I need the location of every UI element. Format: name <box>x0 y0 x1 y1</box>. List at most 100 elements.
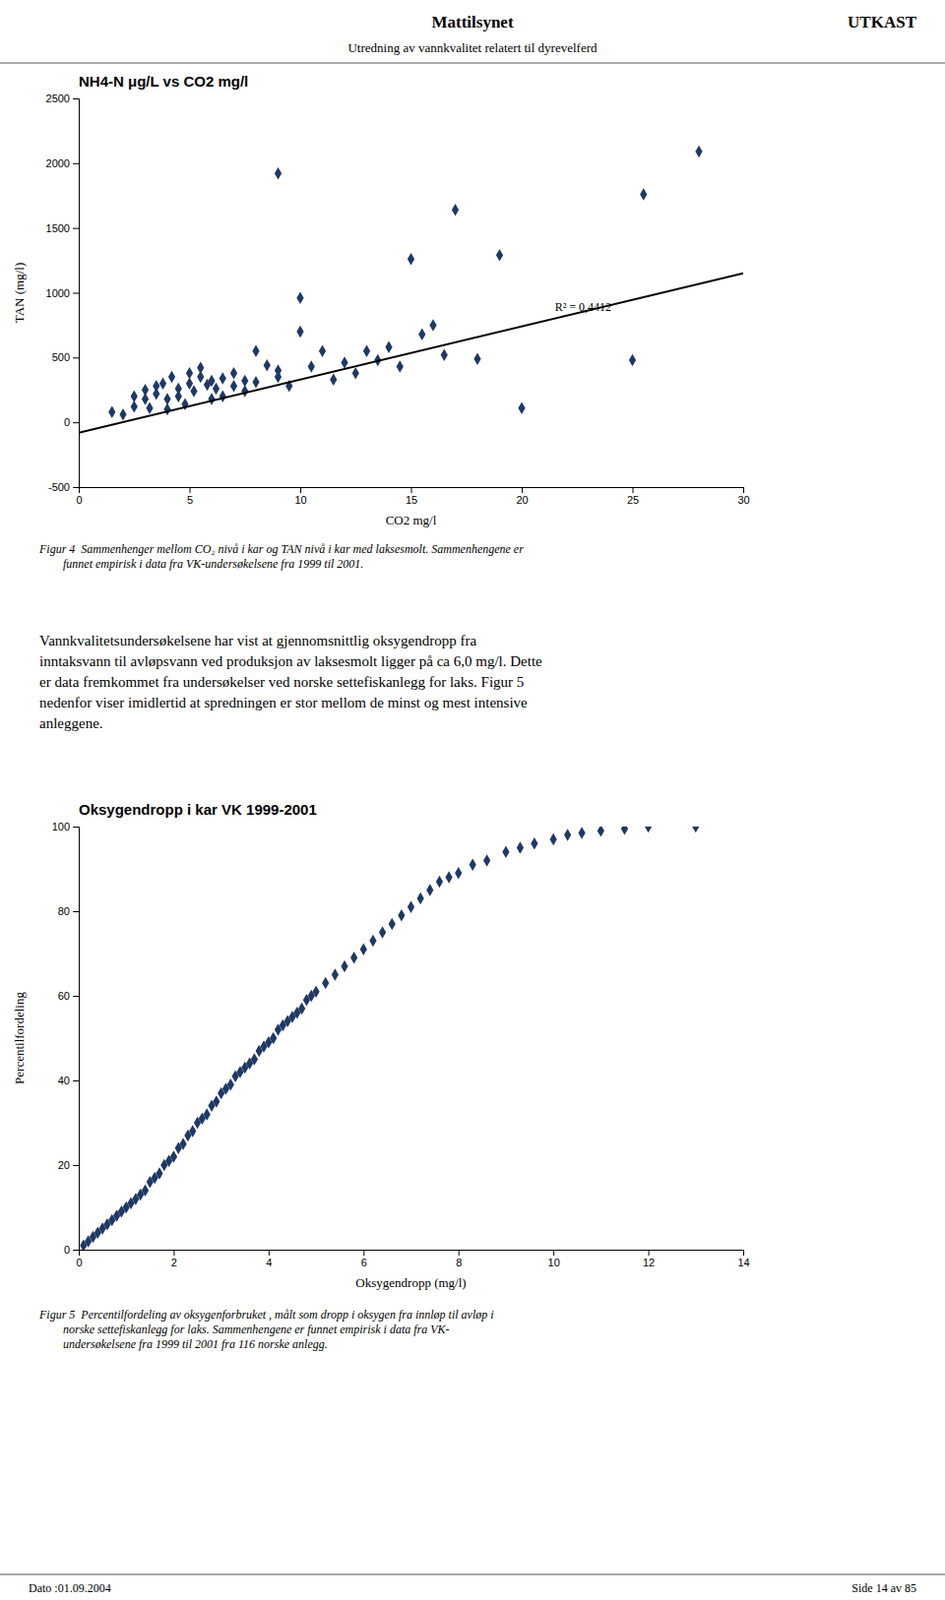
y-tick-mark <box>72 228 79 230</box>
y-tick-mark <box>72 826 79 828</box>
caption: norske settefiskanlegg for laks. Sammenh… <box>39 1323 450 1337</box>
scatter-point <box>175 390 183 403</box>
y-tick-label: 1500 <box>46 222 70 235</box>
scatter-point <box>312 985 319 998</box>
scatter-point <box>274 167 282 180</box>
y-tick-mark <box>72 293 79 295</box>
scatter-point <box>219 390 227 403</box>
scatter-point <box>352 367 360 379</box>
x-tick-mark <box>743 1250 745 1257</box>
y-tick: 80 <box>58 905 79 918</box>
x-tick-label: 20 <box>515 494 528 506</box>
scatter-point <box>252 345 259 358</box>
x-tick-label: 0 <box>75 494 82 506</box>
body-text: er data fremkommet fra undersøkelser ved… <box>39 674 524 691</box>
header-title: Mattilsynet <box>431 12 513 32</box>
scatter-point <box>496 249 504 261</box>
scatter-point <box>189 1125 196 1137</box>
scatter-point <box>639 188 647 200</box>
scatter-point <box>298 1003 306 1015</box>
footer-left: Dato :01.09.2004 <box>28 1581 112 1596</box>
scatter-point <box>168 371 176 383</box>
y-tick-mark <box>72 98 79 100</box>
y-tick-label: 2000 <box>46 157 70 170</box>
scatter-point <box>296 292 304 305</box>
scatter-point <box>252 376 259 388</box>
header-rule <box>0 62 945 63</box>
scatter-point <box>340 356 348 369</box>
scatter-point <box>321 977 329 990</box>
y-tick: 1500 <box>46 222 79 235</box>
scatter-point <box>397 909 405 922</box>
scatter-point <box>426 883 434 896</box>
y-tick: 500 <box>52 351 79 364</box>
scatter-point <box>396 360 404 373</box>
scatter-point <box>130 400 138 413</box>
x-tick-label: 4 <box>265 1257 272 1269</box>
header-right: UTKAST <box>847 12 918 32</box>
y-tick-label: 20 <box>58 1159 70 1172</box>
header-subtitle: Utredning av vannkvalitet relatert til d… <box>347 40 598 56</box>
plot-area <box>78 145 744 434</box>
caption: Figur 4 Sammenhenger mellom CO₂ nivå i k… <box>38 542 524 557</box>
scatter-point <box>564 828 571 841</box>
trend-line <box>78 273 744 434</box>
scatter-point <box>363 345 371 358</box>
footer-right: Side 14 av 85 <box>851 1581 917 1596</box>
x-tick-label: 30 <box>737 494 750 506</box>
scatter-point <box>407 252 415 265</box>
scatter-point <box>251 1053 258 1066</box>
x-tick: 30 <box>737 487 750 506</box>
y-tick: 2500 <box>46 92 79 105</box>
x-tick-mark <box>189 487 191 494</box>
scatter-point <box>163 403 171 416</box>
scatter-point <box>621 826 629 835</box>
scatter-point <box>694 145 702 158</box>
scatter-point <box>186 377 193 389</box>
scatter-point <box>340 960 348 973</box>
x-tick: 0 <box>75 1250 82 1269</box>
scatter-point <box>119 408 126 421</box>
x-tick: 10 <box>294 487 307 506</box>
scatter-point <box>269 1032 277 1045</box>
y-tick: 60 <box>58 990 79 1003</box>
chart: 051015202530-50005001000150020002500R² =… <box>11 72 751 528</box>
y-tick-mark <box>72 911 79 913</box>
scatter-point <box>516 841 524 854</box>
x-tick: 0 <box>75 487 82 506</box>
y-tick-mark <box>72 1165 79 1167</box>
x-tick-label: 5 <box>187 494 193 506</box>
x-tick-mark <box>553 1250 555 1257</box>
x-tick-mark <box>648 1250 650 1257</box>
scatter-point <box>384 341 392 354</box>
annotation: R² = 0,4412 <box>555 300 612 315</box>
x-tick-mark <box>458 1250 460 1257</box>
x-tick-mark <box>268 1250 270 1257</box>
x-axis-label: CO2 mg/l <box>385 512 438 528</box>
scatter-point <box>230 367 238 379</box>
x-tick-mark <box>173 1250 175 1257</box>
scatter-point <box>212 382 220 395</box>
y-tick-label: 1000 <box>46 287 70 300</box>
scatter-point <box>407 900 415 913</box>
x-tick-mark <box>632 487 634 494</box>
body-text: Vannkvalitetsundersøkelsene har vist at … <box>39 632 477 649</box>
y-tick-label: 60 <box>58 990 70 1003</box>
x-tick-mark <box>300 487 302 494</box>
scatter-point <box>159 377 167 389</box>
y-tick: 0 <box>63 416 79 429</box>
y-tick-label: 0 <box>63 416 70 429</box>
x-tick: 20 <box>515 487 528 506</box>
x-axis-label: Oksygendropp (mg/l) <box>355 1275 466 1291</box>
x-axis: 051015202530 <box>75 487 750 506</box>
scatter-point <box>170 1150 178 1163</box>
x-tick: 4 <box>265 1250 272 1269</box>
scatter-point <box>108 405 116 418</box>
scatter-point <box>141 392 149 405</box>
footer-rule <box>0 1575 945 1576</box>
y-tick-label: 2500 <box>46 92 70 105</box>
scatter-point <box>502 846 509 859</box>
x-tick: 8 <box>455 1250 462 1269</box>
scatter-point <box>145 401 153 414</box>
scatter-point <box>451 203 459 216</box>
